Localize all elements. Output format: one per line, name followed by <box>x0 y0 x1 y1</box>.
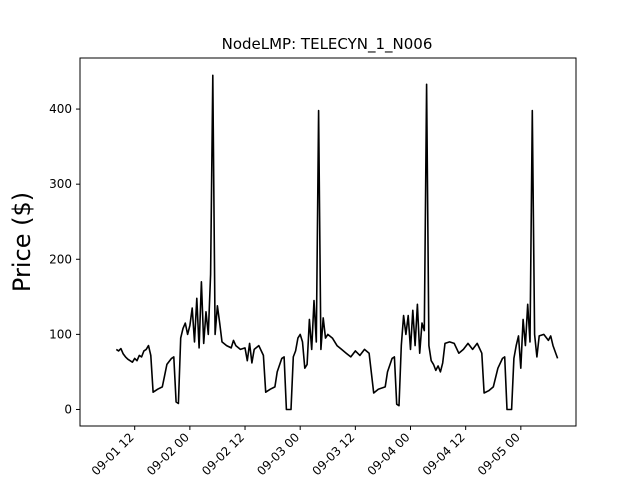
plot-area <box>115 74 559 411</box>
x-tick-label: 09-02 00 <box>144 430 192 478</box>
x-tick-label: 09-03 00 <box>254 430 302 478</box>
x-tick-label: 09-01 12 <box>89 430 137 478</box>
y-axis-label: Price ($) <box>8 192 36 292</box>
x-tick-label: 09-04 00 <box>365 430 413 478</box>
price-series-line <box>115 74 559 411</box>
axes-frame <box>79 57 577 427</box>
x-tick-label: 09-03 12 <box>309 430 357 478</box>
chart-title: NodeLMP: TELECYN_1_N006 <box>222 35 433 54</box>
y-tick-label: 300 <box>49 177 72 191</box>
x-tick-label: 09-05 00 <box>475 430 523 478</box>
y-tick-label: 100 <box>49 327 72 341</box>
x-tick-label: 09-04 12 <box>420 430 468 478</box>
y-tick-label: 400 <box>49 102 72 116</box>
y-tick-label: 200 <box>49 252 72 266</box>
y-tick-label: 0 <box>64 402 72 416</box>
x-tick-label: 09-02 12 <box>199 430 247 478</box>
